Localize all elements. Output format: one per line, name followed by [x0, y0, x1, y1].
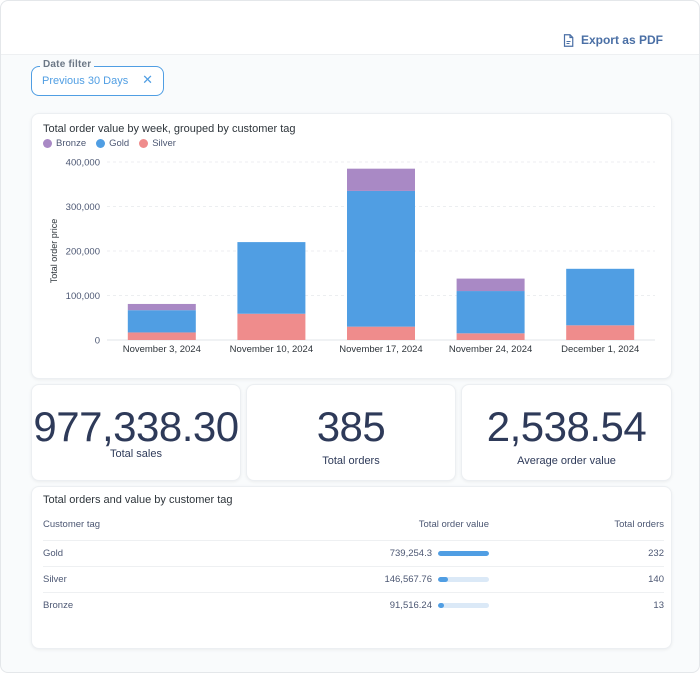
legend-item-gold[interactable]: Gold	[96, 138, 129, 149]
legend-label: Gold	[109, 138, 130, 149]
x-tick-label: November 17, 2024	[339, 344, 422, 355]
customer-tag-table: Customer tag Total order value Total ord…	[43, 514, 664, 618]
average-order-value[interactable]: 2,538.54	[486, 403, 647, 450]
table-header-row: Customer tag Total order value Total ord…	[43, 514, 664, 534]
total-orders-label: Total orders	[322, 455, 380, 467]
total-sales-label: Total sales	[110, 448, 162, 460]
close-icon[interactable]: ✕	[142, 72, 153, 87]
cell-value-text: 739,254.3	[389, 547, 432, 559]
document-icon	[563, 33, 574, 47]
value-minibar-fill	[438, 602, 445, 608]
bar-segment-silver[interactable]	[566, 325, 635, 340]
bar-segment-silver[interactable]	[347, 326, 415, 340]
bar-segment-bronze[interactable]	[347, 168, 415, 191]
column-header-customer-tag[interactable]: Customer tag	[43, 518, 101, 530]
value-minibar-fill	[438, 576, 449, 582]
column-header-total-order-value[interactable]: Total order value	[418, 518, 489, 530]
table-row[interactable]: Gold 739,254.3 232	[43, 539, 664, 566]
y-axis-label: Total order price	[49, 219, 59, 284]
y-tick-label: 0	[95, 336, 100, 347]
cell-value: 739,254.3	[243, 539, 489, 566]
bar-segment-gold[interactable]	[347, 190, 415, 327]
total-sales-value[interactable]: 977,338.30	[33, 403, 239, 450]
bar-chart: 0 100,000 200,000 300,000 400,000 Total order…	[49, 158, 655, 355]
x-tick-label: November 24, 2024	[449, 344, 532, 355]
cell-tag: Gold	[43, 539, 243, 566]
chart-legend: Bronze Gold Silver	[43, 138, 176, 149]
table-row[interactable]: Bronze 91,516.24 13	[43, 591, 664, 618]
y-tick-label: 400,000	[66, 158, 100, 169]
cell-orders: 232	[489, 539, 664, 566]
date-filter[interactable]: Date filter Previous 30 Days ✕	[31, 59, 164, 96]
value-minibar	[438, 576, 489, 582]
bar-segment-gold[interactable]	[127, 310, 196, 333]
column-header-total-orders[interactable]: Total orders	[614, 518, 664, 530]
export-pdf-button[interactable]: Export as PDF	[563, 33, 663, 47]
legend-label: Silver	[152, 138, 176, 149]
average-order-card: 2,538.54 Average order value	[461, 384, 672, 481]
chart-card: Total order value by week, grouped by cu…	[31, 113, 672, 379]
cell-orders: 13	[489, 591, 664, 618]
dashboard-header: Export as PDF	[1, 1, 699, 55]
bar-segment-bronze[interactable]	[127, 303, 196, 311]
bar-segment-gold[interactable]	[237, 242, 306, 314]
legend-dot-bronze	[43, 139, 52, 148]
legend-dot-silver	[139, 139, 149, 148]
total-sales-card: 977,338.30 Total sales	[31, 384, 241, 481]
export-pdf-label: Export as PDF	[580, 33, 663, 47]
date-filter-label: Date filter	[40, 59, 95, 70]
value-minibar-fill	[438, 550, 489, 556]
table-row[interactable]: Silver 146,567.76 140	[43, 565, 664, 592]
table-card: Total orders and value by customer tag C…	[31, 486, 672, 649]
table-title[interactable]: Total orders and value by customer tag	[43, 494, 233, 506]
bar-segment-silver[interactable]	[237, 313, 306, 340]
legend-dot-gold	[96, 139, 106, 148]
bar-segment-silver[interactable]	[127, 332, 196, 340]
x-tick-label: November 10, 2024	[230, 344, 313, 355]
total-orders-card: 385 Total orders	[246, 384, 456, 481]
average-order-label: Average order value	[517, 455, 616, 467]
legend-item-bronze[interactable]: Bronze	[43, 138, 86, 149]
chart-title[interactable]: Total order value by week, grouped by cu…	[43, 123, 296, 135]
cell-value: 91,516.24	[243, 591, 489, 618]
bar-segment-silver[interactable]	[456, 333, 525, 340]
cell-value-text: 146,567.76	[384, 573, 432, 585]
bar-segment-gold[interactable]	[566, 268, 635, 326]
bar-segment-bronze[interactable]	[456, 278, 525, 292]
cell-tag: Silver	[43, 565, 243, 592]
cell-orders: 140	[489, 565, 664, 592]
value-minibar	[438, 602, 489, 608]
legend-label: Bronze	[56, 138, 87, 149]
total-orders-value[interactable]: 385	[316, 403, 386, 450]
bar-segment-gold[interactable]	[456, 291, 525, 334]
y-tick-label: 300,000	[66, 202, 100, 213]
y-tick-label: 100,000	[66, 291, 100, 302]
date-filter-value[interactable]: Previous 30 Days	[42, 75, 129, 87]
x-tick-label: November 3, 2024	[123, 344, 201, 355]
cell-value-text: 91,516.24	[389, 599, 432, 611]
legend-item-silver[interactable]: Silver	[139, 138, 176, 149]
cell-value: 146,567.76	[243, 565, 489, 592]
x-tick-label: December 1, 2024	[561, 344, 639, 355]
cell-tag: Bronze	[43, 591, 243, 618]
value-minibar	[438, 550, 489, 556]
y-tick-label: 200,000	[66, 247, 100, 258]
